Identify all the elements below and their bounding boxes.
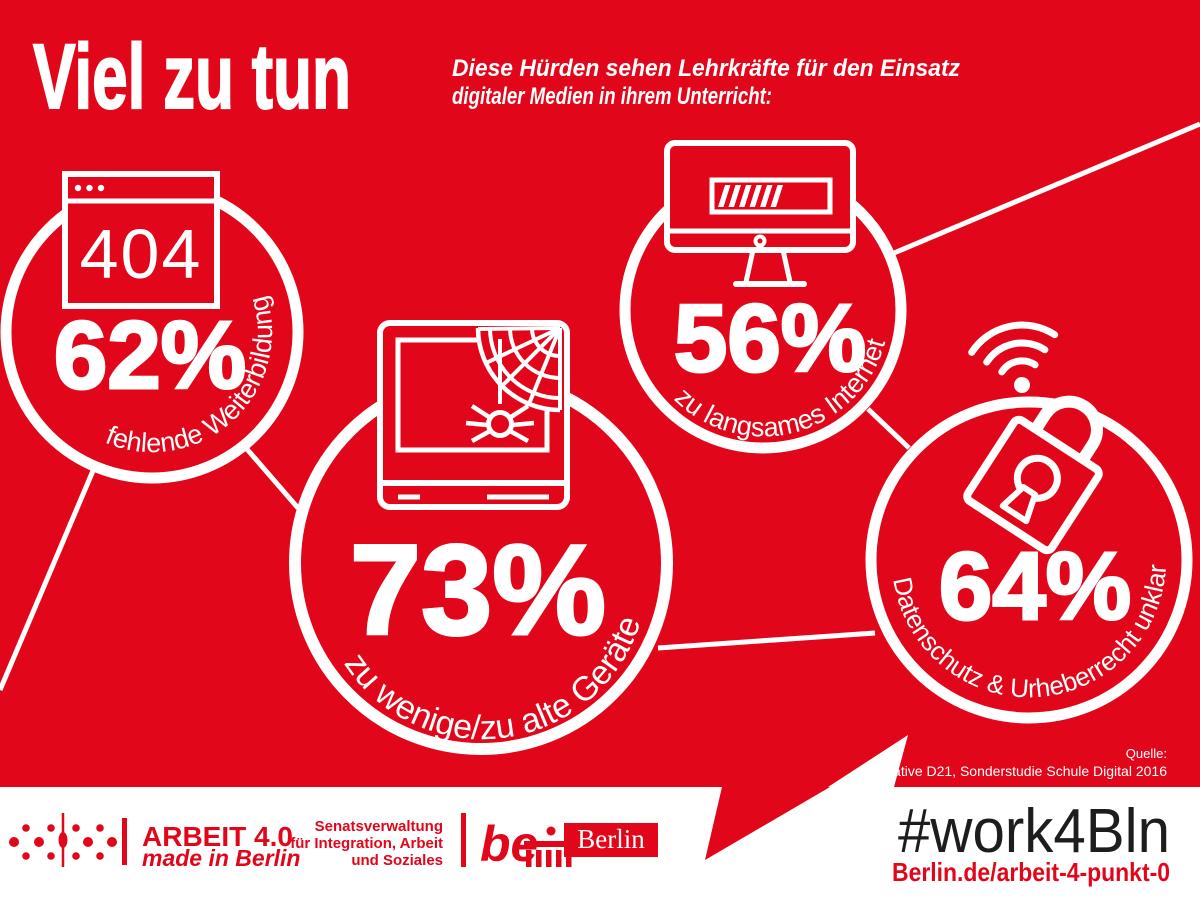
- connector-line-c2-c4: [657, 630, 876, 651]
- circle-ring: [865, 396, 1193, 724]
- divider-bar: [122, 818, 127, 865]
- campaign-url: Berlin.de/arbeit-4-punkt-0: [892, 857, 1170, 887]
- slow-loading-monitor-icon: [664, 140, 856, 287]
- divider-bar: [461, 813, 466, 867]
- red-background: [0, 0, 1200, 787]
- error-404-text: 404: [80, 215, 203, 293]
- stat-value-weiterbildung: 62%: [54, 302, 246, 409]
- connector-line-left: [0, 465, 98, 691]
- subtitle-line-2: digitaler Medien in ihrem Unterricht:: [452, 83, 772, 110]
- stat-circle-weiterbildung: 404 62% fehlende Weiterbildung: [0, 171, 304, 484]
- spiderweb: [475, 326, 562, 413]
- source-text: Initiative D21, Sonderstudie Schule Digi…: [871, 763, 1167, 779]
- stat-value-internet: 56%: [674, 285, 866, 392]
- connector-line-c3-c4: [866, 407, 911, 450]
- connector-lines: [0, 121, 1200, 691]
- stat-value-datenschutz: 64%: [939, 533, 1131, 640]
- white-wedge-shape: [828, 735, 908, 787]
- arbeit-subtitle: made in Berlin: [142, 845, 300, 871]
- spider: [465, 339, 535, 443]
- source-label: Quelle:: [1126, 746, 1167, 761]
- footer: ARBEIT 4.0 made in Berlin Senatsverwaltu…: [9, 797, 1170, 887]
- senate-line-1: Senatsverwaltung: [315, 818, 443, 835]
- be-berlin-logo: be Berlin: [461, 813, 658, 872]
- old-tv-spiderweb-icon: [377, 320, 570, 510]
- padlock-icon: [963, 395, 1103, 555]
- senate-line-2: für Integration, Arbeit: [290, 835, 443, 852]
- loading-bar-stripes: [718, 185, 783, 207]
- arbeit-40-logo: ARBEIT 4.0 made in Berlin: [9, 813, 300, 871]
- page-title: Viel zu tun: [33, 26, 351, 128]
- tv-tower-dots-icon: [9, 813, 117, 867]
- arbeit-title: ARBEIT 4.0: [142, 821, 293, 852]
- connector-line-c1-c2: [244, 446, 300, 510]
- berlin-wordmark: Berlin: [577, 824, 645, 854]
- hashtag-text: #work4Bln: [898, 797, 1170, 866]
- berlin-wordmark-box: [564, 823, 658, 857]
- senate-line-3: und Soziales: [351, 852, 443, 869]
- browser-404-icon: 404: [62, 171, 220, 309]
- subtitle-line-1: Diese Hürden sehen Lehrkräfte für den Ei…: [452, 55, 960, 82]
- connector-line-topright: [893, 121, 1200, 256]
- loading-bar: [709, 177, 833, 215]
- stat-value-geraete: 73%: [350, 519, 606, 662]
- red-speech-tail-shape: [705, 787, 830, 860]
- wifi-icon: [968, 321, 1059, 393]
- senate-credit: Senatsverwaltung für Integration, Arbeit…: [290, 818, 443, 869]
- brandenburg-gate-icon: [524, 826, 572, 867]
